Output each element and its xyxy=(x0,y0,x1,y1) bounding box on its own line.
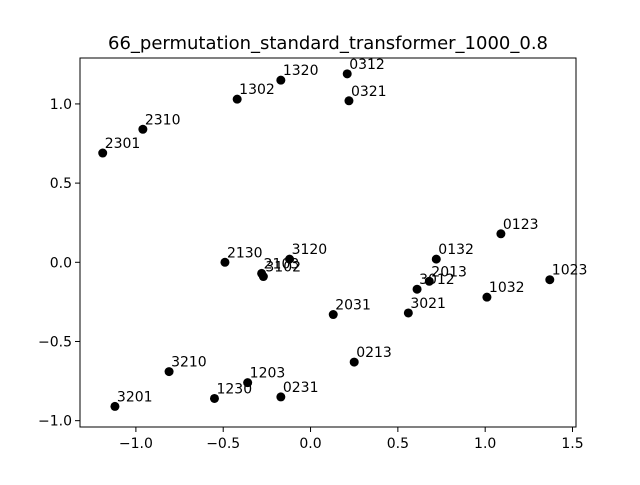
point-label: 0132 xyxy=(438,242,474,258)
data-point xyxy=(412,284,422,294)
data-point xyxy=(243,378,253,388)
x-tick-label: 1.5 xyxy=(561,436,583,452)
y-tick-label: −0.5 xyxy=(38,334,72,350)
point-label: 3012 xyxy=(419,272,455,288)
point-label: 0231 xyxy=(283,380,319,396)
point-label: 1032 xyxy=(489,280,525,296)
data-point xyxy=(276,392,286,402)
y-tick-label: 1.0 xyxy=(50,97,72,113)
data-point xyxy=(232,94,242,104)
y-tick-label: 0.0 xyxy=(50,255,72,271)
data-point xyxy=(110,401,120,411)
data-point xyxy=(431,254,441,264)
x-tick-label: 1.0 xyxy=(474,436,496,452)
point-label: 1023 xyxy=(552,263,588,279)
data-point xyxy=(496,229,506,239)
data-point xyxy=(276,75,286,85)
point-label: 1302 xyxy=(239,82,275,98)
data-point xyxy=(164,367,174,377)
point-label: 2301 xyxy=(105,136,141,152)
data-point xyxy=(220,257,230,267)
data-point xyxy=(545,275,555,285)
data-point xyxy=(342,69,352,79)
point-label: 2013 xyxy=(431,264,467,280)
point-label: 3210 xyxy=(171,355,207,371)
point-label: 2130 xyxy=(227,245,263,261)
plot-frame xyxy=(79,57,577,428)
point-label: 1203 xyxy=(250,366,286,382)
point-label: 0123 xyxy=(503,217,539,233)
data-point xyxy=(98,148,108,158)
point-label: 0312 xyxy=(349,57,385,73)
point-label: 3021 xyxy=(410,296,446,312)
x-tick-label: −0.5 xyxy=(206,436,240,452)
data-point xyxy=(424,276,434,286)
point-label: 3102 xyxy=(265,260,301,276)
point-label: 3120 xyxy=(292,242,328,258)
point-label: 1230 xyxy=(216,381,252,397)
point-label: 2031 xyxy=(335,298,371,314)
chart-title: 66_permutation_standard_transformer_1000… xyxy=(108,33,548,54)
data-point xyxy=(349,357,359,367)
point-label: 1320 xyxy=(283,63,319,79)
y-tick-label: 0.5 xyxy=(50,176,72,192)
point-label: 2310 xyxy=(145,112,181,128)
data-point xyxy=(344,96,354,106)
data-point xyxy=(482,292,492,302)
point-label: 0213 xyxy=(356,345,392,361)
data-point xyxy=(403,308,413,318)
x-tick-label: 0.5 xyxy=(387,436,409,452)
point-label: 3201 xyxy=(117,389,153,405)
data-point xyxy=(258,272,268,282)
data-point xyxy=(209,393,219,403)
y-tick-label: −1.0 xyxy=(38,414,72,430)
point-label: 0321 xyxy=(351,84,387,100)
x-tick-label: −1.0 xyxy=(119,436,153,452)
data-point xyxy=(285,254,295,264)
data-point xyxy=(138,124,148,134)
plot-area: −1.0 −0.5 0.0 0.5 1.0 1.5 −1.0 −0.5 0.0 0.5 1.0 012… xyxy=(38,57,587,452)
data-point xyxy=(328,310,338,320)
x-tick-label: 0.0 xyxy=(299,436,321,452)
